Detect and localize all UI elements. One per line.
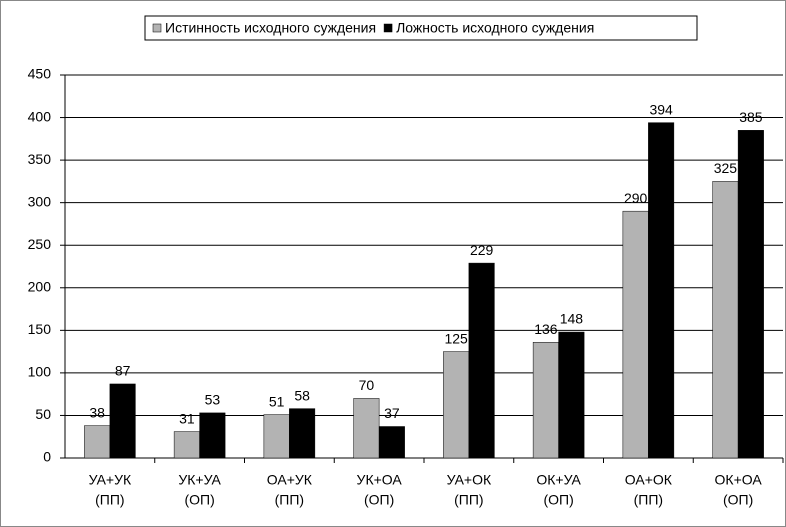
bar (622, 210, 649, 459)
data-label: 148 (560, 311, 584, 327)
x-tick-label: (ОП) (184, 492, 214, 508)
data-label: 136 (534, 321, 558, 337)
data-label: 58 (294, 387, 310, 403)
y-tick-label: 450 (28, 66, 52, 82)
bar (378, 426, 405, 459)
data-label: 37 (384, 405, 400, 421)
data-label: 325 (714, 160, 738, 176)
data-label: 53 (205, 392, 221, 408)
bar (109, 383, 136, 459)
data-label: 38 (89, 404, 105, 420)
y-tick-label: 50 (35, 406, 51, 422)
y-tick-label: 100 (28, 364, 52, 380)
y-tick-label: 200 (28, 278, 52, 294)
bar (648, 122, 675, 459)
x-tick-label: (ПП) (454, 492, 483, 508)
data-label: 229 (470, 242, 494, 258)
bar (289, 408, 316, 459)
legend-box (144, 15, 698, 41)
bar (532, 341, 559, 459)
data-label: 125 (444, 330, 468, 346)
bar (173, 431, 200, 459)
legend-swatch (383, 23, 393, 33)
bar (558, 331, 585, 459)
bar (712, 181, 739, 459)
bar (84, 425, 111, 459)
y-tick-label: 0 (43, 449, 51, 465)
x-tick-label: УА+УК (89, 472, 132, 488)
x-tick-label: (ОП) (723, 492, 753, 508)
bar (199, 412, 226, 459)
bar (737, 130, 764, 459)
legend-label: Истинность исходного суждения (165, 20, 376, 36)
x-tick-label: (ОП) (364, 492, 394, 508)
y-tick-label: 150 (28, 321, 52, 337)
x-tick-label: ОК+УА (536, 472, 581, 488)
x-tick-label: ОК+ОА (715, 472, 763, 488)
y-tick-label: 350 (28, 151, 52, 167)
data-label: 70 (359, 377, 375, 393)
data-label: 87 (115, 363, 131, 379)
legend-label: Ложность исходного суждения (396, 20, 594, 36)
y-tick-label: 250 (28, 236, 52, 252)
data-label: 51 (269, 393, 285, 409)
bar (353, 398, 380, 459)
legend-swatch (152, 23, 162, 33)
x-tick-label: (ПП) (95, 492, 124, 508)
x-tick-label: (ПП) (275, 492, 304, 508)
x-tick-label: ОА+ОК (625, 472, 673, 488)
x-tick-label: УК+ОА (357, 472, 403, 488)
y-tick-label: 300 (28, 193, 52, 209)
data-label: 394 (649, 101, 673, 117)
x-tick-label: УК+УА (178, 472, 221, 488)
bar (263, 414, 290, 459)
x-tick-label: УА+ОК (447, 472, 492, 488)
x-tick-label: (ОП) (543, 492, 573, 508)
y-tick-label: 400 (28, 108, 52, 124)
data-label: 31 (179, 410, 195, 426)
bar (468, 262, 495, 459)
x-tick-label: (ПП) (634, 492, 663, 508)
bar (443, 351, 470, 459)
data-label: 385 (739, 109, 763, 125)
x-tick-label: ОА+УК (267, 472, 313, 488)
data-label: 290 (624, 190, 648, 206)
